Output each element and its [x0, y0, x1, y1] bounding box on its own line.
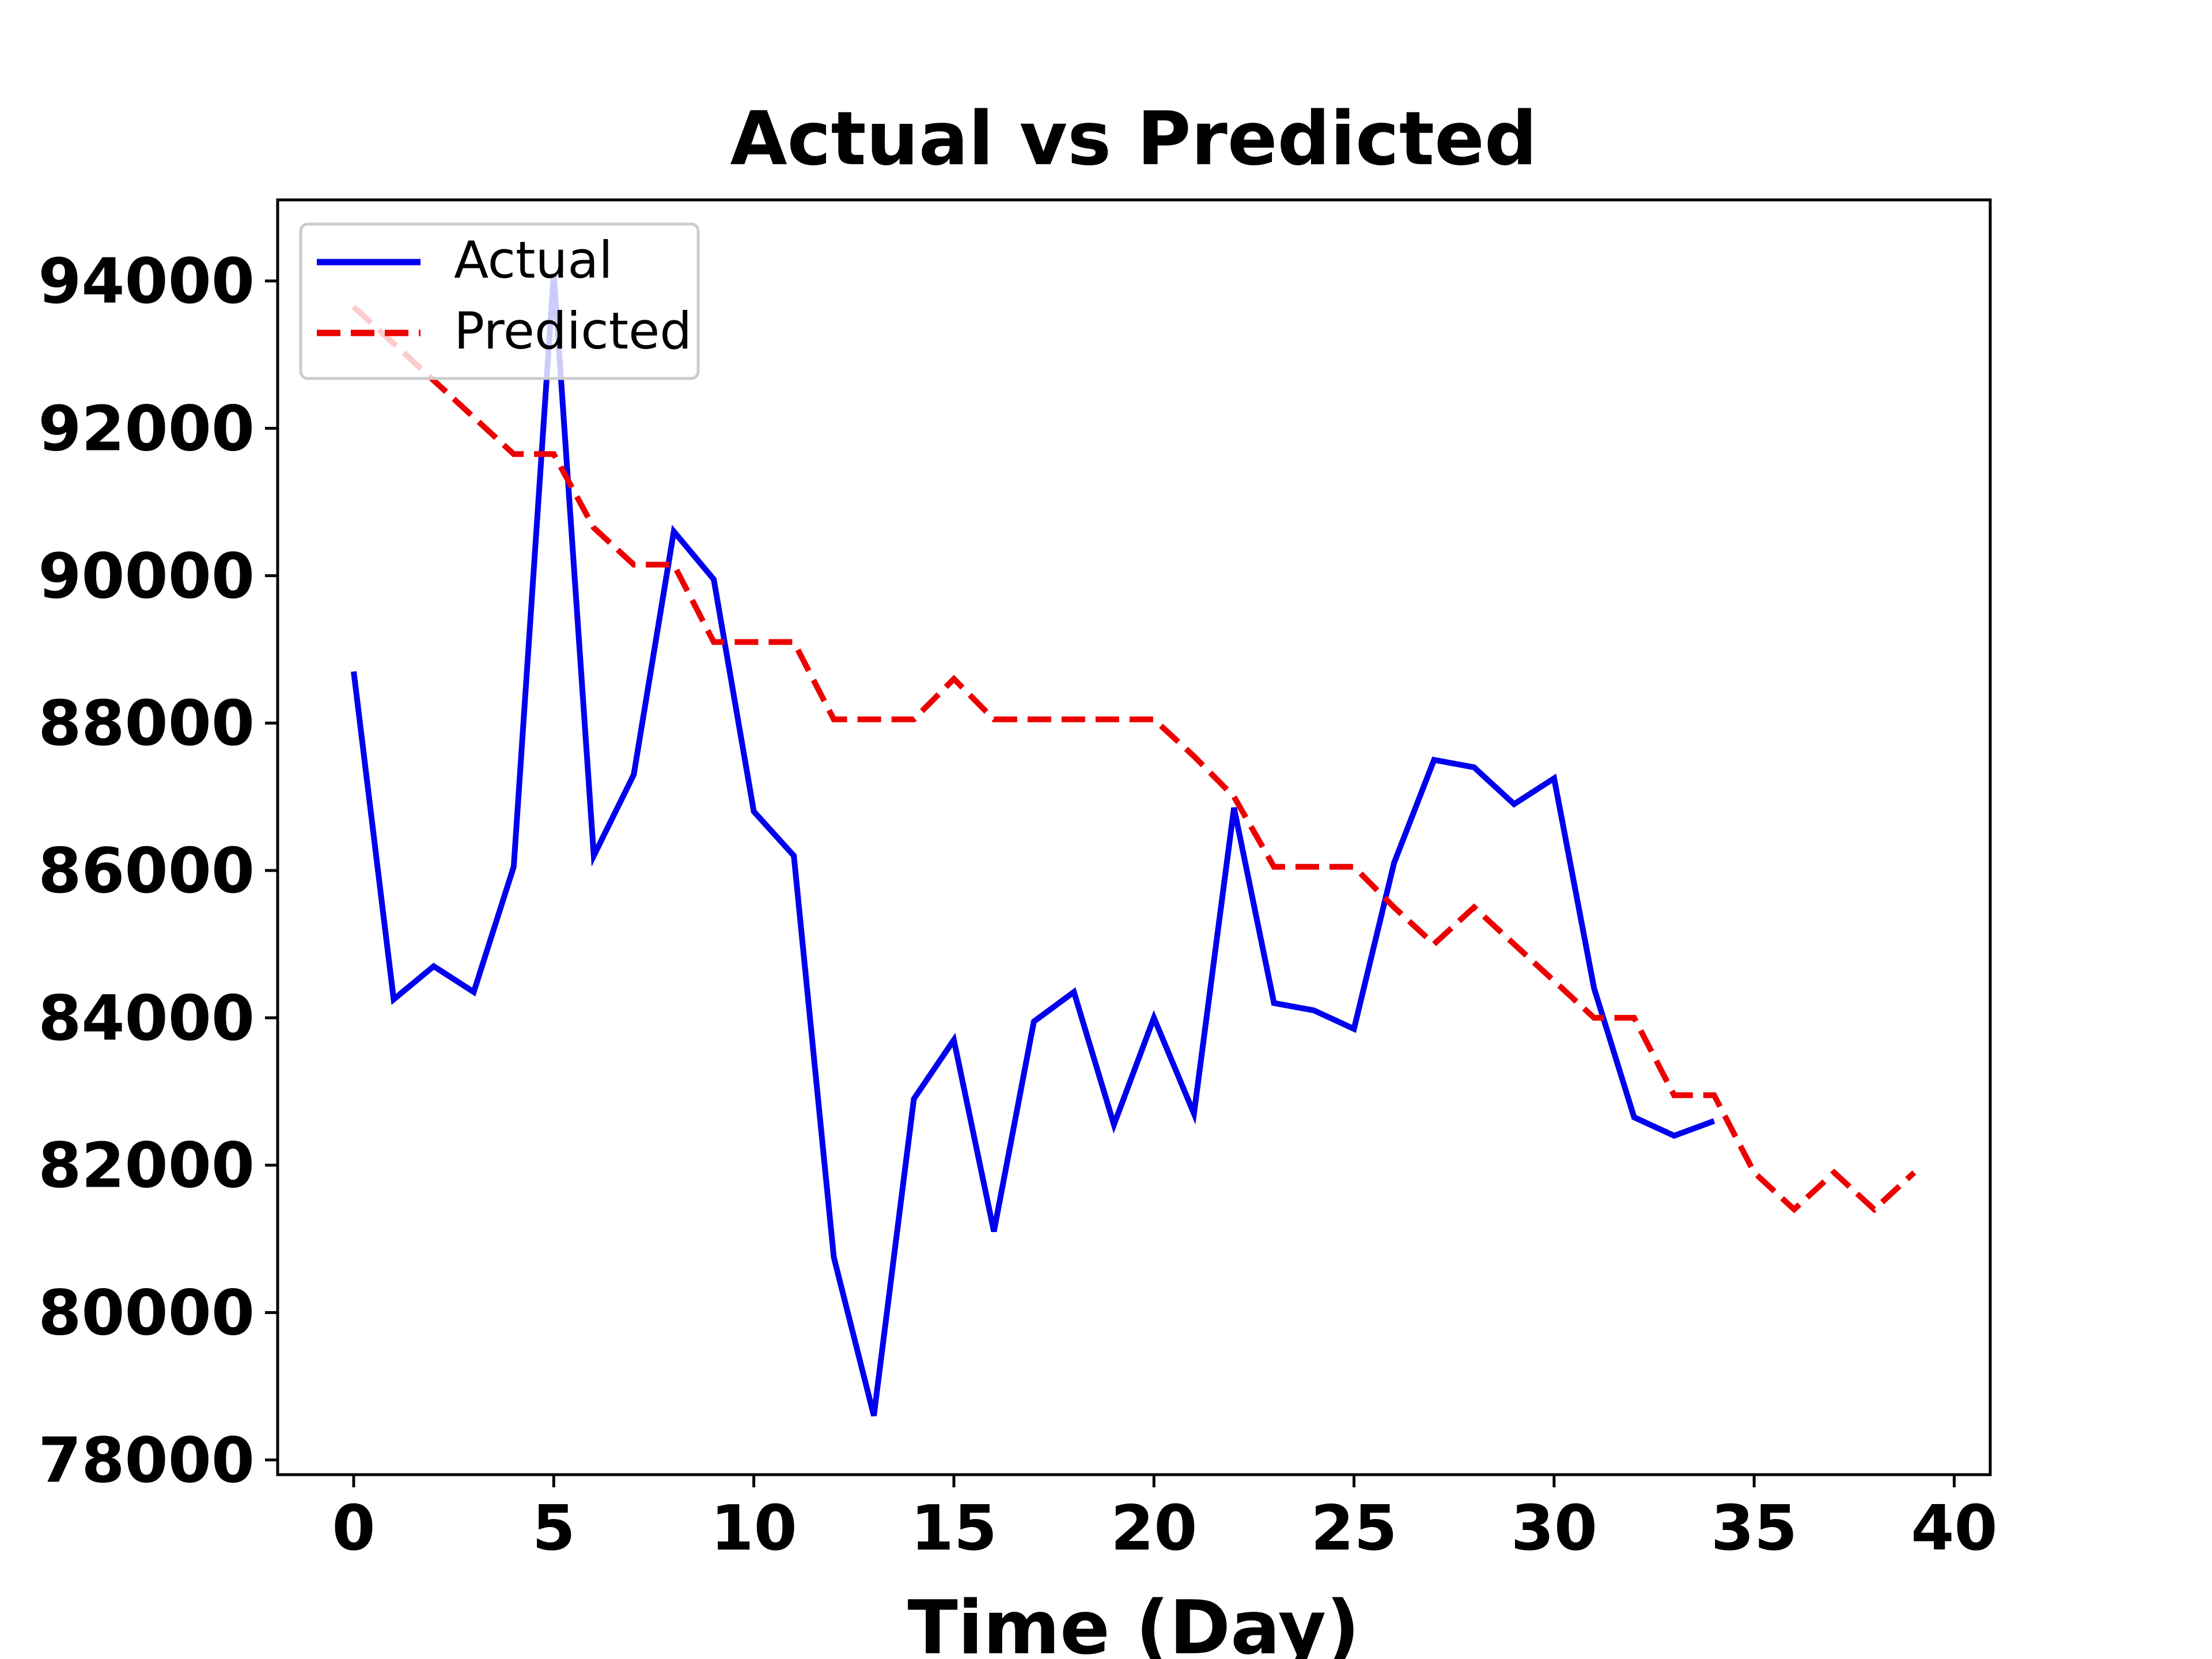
series-layer [351, 273, 1916, 1416]
y-tick-label: 88000 [38, 688, 255, 760]
legend-label-predicted: Predicted [454, 301, 692, 361]
chart-title: Actual vs Predicted [730, 96, 1537, 182]
y-axis: 78000 80000 82000 84000 86000 88000 90000 92000… [38, 246, 278, 1497]
x-tick-label: 10 [710, 1493, 797, 1565]
y-tick-label: 86000 [38, 835, 255, 907]
y-tick-label: 78000 [38, 1425, 255, 1497]
x-tick-label: 20 [1111, 1493, 1197, 1565]
x-tick-label: 30 [1511, 1493, 1597, 1565]
x-tick-label: 35 [1711, 1493, 1797, 1565]
y-tick-label: 90000 [38, 540, 255, 612]
series-line-actual [351, 273, 1715, 1416]
x-axis: 0 5 10 15 20 25 30 35 40 [332, 1475, 1998, 1565]
x-tick-label: 25 [1310, 1493, 1397, 1565]
y-tick-label: 84000 [38, 983, 255, 1055]
y-tick-label: 80000 [38, 1278, 255, 1350]
y-tick-label: 92000 [38, 393, 255, 465]
plot-area [276, 198, 1992, 1476]
y-tick-label: 82000 [38, 1130, 255, 1202]
x-tick-label: 15 [911, 1493, 997, 1565]
legend-label-actual: Actual [454, 230, 613, 290]
x-axis-label: Time (Day) [907, 1585, 1359, 1659]
y-tick-label: 94000 [38, 246, 255, 318]
x-tick-label: 0 [332, 1493, 375, 1565]
legend: Actual Predicted [299, 222, 700, 380]
x-tick-label: 5 [532, 1493, 575, 1565]
x-tick-label: 40 [1911, 1493, 1997, 1565]
series-line-predicted [351, 304, 1916, 1214]
